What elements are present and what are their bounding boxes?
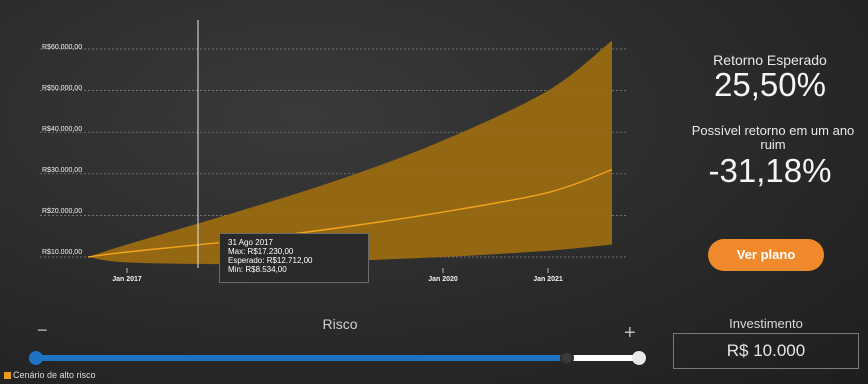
view-plan-button[interactable]: Ver plano (708, 239, 824, 271)
y-tick-label: R$30.000,00 (42, 167, 83, 174)
y-tick-label: R$40.000,00 (42, 126, 83, 133)
x-tick-label: Jan 2021 (533, 276, 563, 283)
tooltip-date: 31 Ago 2017 (228, 238, 273, 247)
risk-slider-end-knob (632, 351, 646, 365)
projection-chart (40, 20, 628, 273)
y-tick-label: R$20.000,00 (42, 208, 83, 215)
bad-year-value: -31,18% (708, 152, 832, 189)
risk-band-area (88, 40, 612, 265)
tooltip-min: Min: R$8.534,00 (228, 265, 287, 274)
expected-line (87, 168, 613, 258)
tooltip-max: Max: R$17.230,00 (228, 247, 294, 256)
investment-label: Investimento (729, 316, 803, 331)
risk-slider[interactable] (29, 351, 646, 365)
risk-slider-handle[interactable] (560, 351, 575, 365)
investment-input[interactable]: R$ 10.000 (673, 333, 859, 369)
risk-slider-start-knob (29, 351, 43, 365)
legend-swatch (4, 372, 11, 380)
y-tick-label: R$10.000,00 (42, 249, 83, 256)
risk-label: Risco (322, 316, 358, 332)
chart-legend[interactable]: Cenário de alto risco (4, 370, 96, 380)
x-tick-label: Jan 2017 (112, 276, 142, 283)
legend-label: Cenário de alto risco (13, 370, 96, 380)
chart-grid (40, 48, 628, 258)
expected-return-label: Retorno Esperado (713, 52, 827, 68)
tooltip-expected: Esperado: R$12.712,00 (228, 256, 313, 265)
x-tick-label: Jan 2020 (428, 276, 458, 283)
y-tick-label: R$50.000,00 (42, 85, 83, 92)
chart-tooltip: 31 Ago 2017 Max: R$17.230,00 Esperado: R… (219, 233, 369, 283)
increase-risk-button[interactable]: + (624, 322, 636, 344)
expected-return-value: 25,50% (714, 66, 826, 103)
bad-year-label: Possível retorno em um ano ruim (691, 123, 855, 152)
x-axis-ticks (126, 268, 549, 273)
y-tick-label: R$60.000,00 (42, 44, 83, 51)
decrease-risk-button[interactable]: − (37, 320, 48, 340)
risk-slider-fill (34, 355, 568, 361)
